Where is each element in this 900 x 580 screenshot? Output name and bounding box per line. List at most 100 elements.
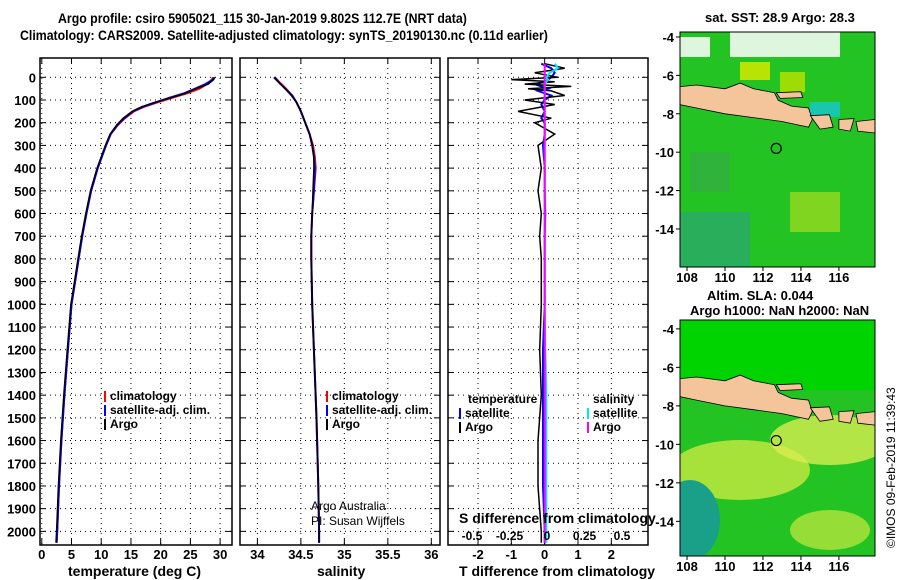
x-tick-label: -2 xyxy=(472,547,484,562)
lat-tick-label: -12 xyxy=(655,476,674,491)
argo-float-marker xyxy=(770,142,782,154)
depth-tick-label: 1000 xyxy=(7,297,36,312)
lon-tick-label: 116 xyxy=(828,270,849,285)
depth-tick-label: 1300 xyxy=(7,365,36,380)
depth-tick-label: 800 xyxy=(14,252,36,267)
x-tick-label: 34 xyxy=(250,547,265,562)
x-tick-label: 35 xyxy=(337,547,351,562)
x-tick-label: 15 xyxy=(124,547,138,562)
plot-frame xyxy=(39,57,233,546)
pi-name: PI: Susan Wijffels xyxy=(311,514,405,528)
lat-tick-label: -6 xyxy=(662,360,674,375)
sla-patch xyxy=(790,510,870,550)
x-tick-label: 25 xyxy=(183,547,197,562)
lat-tick-label: -10 xyxy=(655,437,674,452)
legend-label: climatology xyxy=(332,389,399,403)
argo-float-marker xyxy=(770,434,782,447)
plot-frame xyxy=(447,57,649,546)
lon-tick-label: 116 xyxy=(828,559,849,574)
legend-title: temperature xyxy=(468,392,538,406)
s-tick-label: 0.5 xyxy=(614,529,631,543)
depth-tick-label: 500 xyxy=(14,184,36,199)
series-line-temperature-argo xyxy=(511,62,572,543)
tdiff-xlabel: T difference from climatology xyxy=(459,563,656,579)
land-java xyxy=(809,406,834,422)
x-tick-label: 36 xyxy=(424,547,438,562)
x-tick-label: 0 xyxy=(541,547,548,562)
salinity-xlabel: salinity xyxy=(317,563,366,579)
depth-tick-label: 700 xyxy=(14,229,36,244)
sla-patch xyxy=(770,415,875,465)
sst-patch xyxy=(690,152,730,192)
lat-tick-label: -6 xyxy=(662,68,674,83)
lat-tick-label: -4 xyxy=(662,322,674,337)
land-java xyxy=(775,383,804,391)
depth-tick-label: 1600 xyxy=(7,434,36,449)
lat-tick-label: -14 xyxy=(655,222,675,237)
legend-label: satellite-adj. clim. xyxy=(110,403,210,417)
land-java xyxy=(680,374,813,420)
x-tick-label: -1 xyxy=(506,547,518,562)
depth-tick-label: 100 xyxy=(14,93,36,108)
depth-tick-label: 1700 xyxy=(7,456,36,471)
title-line-2: Climatology: CARS2009. Satellite-adjuste… xyxy=(20,27,548,43)
lat-tick-label: -10 xyxy=(655,145,674,160)
sst-patch xyxy=(680,212,750,267)
map-frame xyxy=(679,319,876,557)
legend-label: Argo xyxy=(465,420,493,434)
land-java xyxy=(809,114,834,130)
sla-patch xyxy=(680,320,875,390)
series-line-argo xyxy=(55,76,216,543)
lat-tick-label: -4 xyxy=(662,30,674,45)
land-java xyxy=(855,411,875,426)
series-line-satellite-adj-clim- xyxy=(55,76,216,543)
depth-tick-label: 1200 xyxy=(7,343,36,358)
depth-tick-label: 900 xyxy=(14,275,36,290)
sla-map-title: Altim. SLA: 0.044 xyxy=(707,288,814,303)
lat-tick-label: -8 xyxy=(662,107,674,122)
map-frame xyxy=(679,31,876,268)
land-java xyxy=(855,119,875,134)
land-java xyxy=(775,91,804,99)
depth-tick-label: 0 xyxy=(29,70,36,85)
x-tick-label: 35.5 xyxy=(375,547,400,562)
map-sla: 108 110 112 114 116 -4 -6 -8 -10 -12 -14 xyxy=(655,319,876,574)
depth-tick-label: 200 xyxy=(14,116,36,131)
x-tick-label: 0 xyxy=(38,547,45,562)
map-sst: 108 110 112 114 116 -4 -6 -8 -10 -12 -14 xyxy=(655,30,876,285)
x-tick-label: 5 xyxy=(68,547,75,562)
temperature-xlabel: temperature (deg C) xyxy=(68,563,202,579)
lon-tick-label: 108 xyxy=(676,270,698,285)
s-tick-label: 0.25 xyxy=(573,529,597,543)
sst-patch xyxy=(740,62,770,80)
legend-label: Argo xyxy=(332,417,360,431)
lat-tick-label: -8 xyxy=(662,399,674,414)
sla-map-subtitle: Argo h1000: NaN h2000: NaN xyxy=(690,303,870,318)
s-tick-label: -0.5 xyxy=(462,529,483,543)
plot-frame xyxy=(239,57,441,546)
lon-tick-label: 110 xyxy=(715,270,736,285)
depth-tick-label: 300 xyxy=(14,138,36,153)
depth-tick-label: 1400 xyxy=(7,388,36,403)
panel-salinity: 34 34.5 35 35.5 36 climatologysatellite-adj. … xyxy=(239,57,441,562)
lon-tick-label: 108 xyxy=(676,559,698,574)
legend-label: Argo xyxy=(110,417,138,431)
s-tick-label: -0.25 xyxy=(496,529,524,543)
sst-patch xyxy=(790,192,840,232)
lon-tick-label: 114 xyxy=(790,559,812,574)
lon-tick-label: 112 xyxy=(752,270,773,285)
title-line-1: Argo profile: csiro 5905021_115 30-Jan-2… xyxy=(58,10,467,26)
x-tick-label: 20 xyxy=(153,547,167,562)
lat-tick-label: -14 xyxy=(655,514,675,529)
x-tick-label: 34.5 xyxy=(288,547,313,562)
legend-label: satellite xyxy=(593,406,638,420)
map-field xyxy=(680,320,875,556)
depth-tick-label: 1500 xyxy=(7,411,36,426)
depth-tick-label: 400 xyxy=(14,161,36,176)
x-tick-label: 1 xyxy=(574,547,581,562)
series-line-climatology xyxy=(55,76,214,543)
legend-label: satellite-adj. clim. xyxy=(332,403,432,417)
